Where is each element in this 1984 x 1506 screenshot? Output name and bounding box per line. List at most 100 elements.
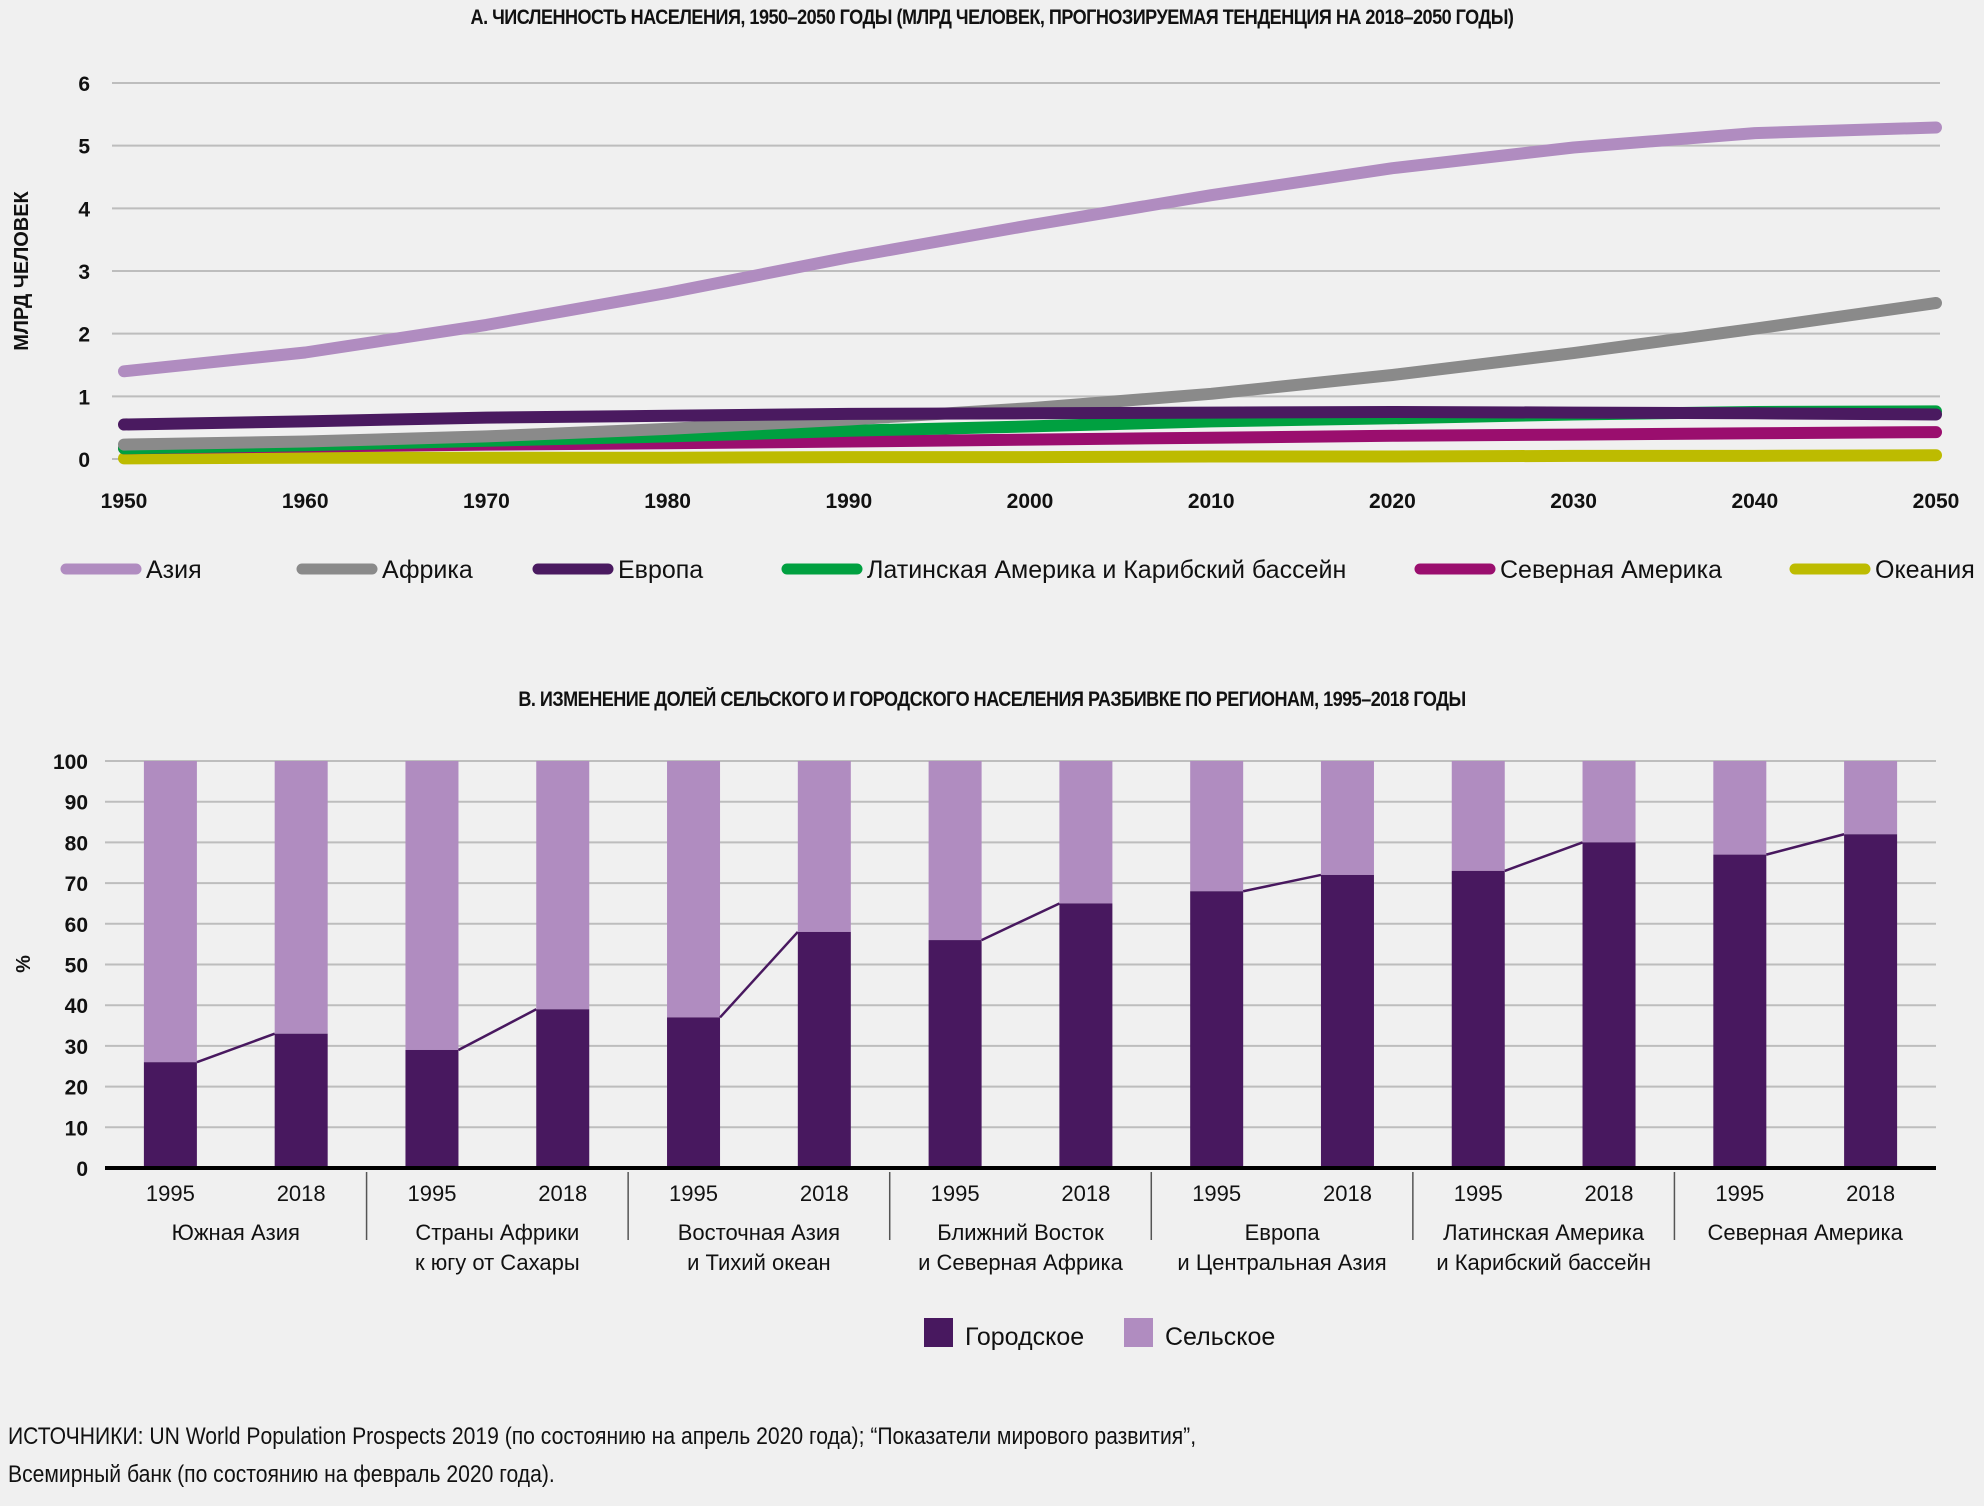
bar-urban (1451, 870, 1505, 1168)
y-tick-label: 1 (78, 386, 90, 409)
chart-b-title: B. ИЗМЕНЕНИЕ ДОЛЕЙ СЕЛЬСКОГО И ГОРОДСКОГ… (518, 688, 1466, 711)
bar-rural (1320, 761, 1374, 875)
region-label: Восточная Азия (678, 1220, 840, 1245)
y-tick-label: 3 (78, 261, 90, 284)
bar-urban (928, 940, 982, 1168)
trend-line (719, 931, 799, 1019)
trend-line (196, 1032, 276, 1064)
x-tick-label: 2010 (1188, 490, 1235, 513)
year-label: 2018 (538, 1181, 587, 1206)
trend-line (457, 1008, 537, 1052)
bar-urban (1059, 903, 1113, 1168)
y-tick-label: 20 (65, 1077, 88, 1100)
y-tick-label: 2 (78, 324, 90, 347)
x-tick-label: 2020 (1369, 490, 1416, 513)
population-line-chart: 0 1 2 3 4 5 6 1950 1960 1970 1980 1990 2000 2010 2020 2… (11, 73, 1975, 584)
year-label: 2018 (800, 1181, 849, 1206)
sources-line-2: Всемирный банк (по состоянию на февраль … (8, 1461, 555, 1488)
bar-rural (1451, 761, 1505, 871)
bar-urban (1582, 842, 1636, 1168)
bar-rural (1059, 761, 1113, 904)
trend-line (1504, 841, 1583, 873)
bar-rural (667, 761, 721, 1018)
legend-label: Африка (382, 556, 473, 584)
bar-urban (274, 1033, 328, 1168)
y-tick-label: 4 (78, 198, 90, 221)
y-axis-label: % (13, 955, 35, 973)
bar-rural (143, 761, 197, 1063)
bar-rural (536, 761, 590, 1010)
year-label: 2018 (277, 1181, 326, 1206)
y-tick-label: 70 (65, 873, 88, 896)
x-tick-label: 2040 (1731, 490, 1778, 513)
region-label: и Тихий океан (687, 1250, 831, 1275)
bar-urban (1844, 834, 1898, 1168)
bar-urban (1713, 854, 1767, 1168)
region-label: Северная Америка (1708, 1220, 1904, 1245)
y-tick-label: 0 (76, 1158, 88, 1181)
bar-rural (1844, 761, 1898, 835)
year-label: 1995 (1454, 1181, 1503, 1206)
x-tick-label: 1990 (825, 490, 872, 513)
y-tick-label: 50 (65, 955, 88, 978)
year-label: 1995 (1192, 1181, 1241, 1206)
sources-note: ИСТОЧНИКИ: UN World Population Prospects… (8, 1418, 1504, 1494)
bar-urban (1320, 874, 1374, 1168)
legend-label: Сельское (1165, 1323, 1275, 1351)
bar-rural (1713, 761, 1767, 855)
year-label: 2018 (1846, 1181, 1895, 1206)
bar-rural (797, 761, 851, 932)
legend-swatch (1124, 1318, 1153, 1347)
legend-label: Европа (618, 556, 703, 584)
year-label: 1995 (931, 1181, 980, 1206)
bar-urban (667, 1017, 721, 1168)
y-tick-label: 90 (65, 792, 88, 815)
legend-label: Океания (1875, 556, 1975, 584)
bar-rural (1190, 761, 1244, 892)
bar-urban (1190, 891, 1244, 1168)
trend-line (1242, 873, 1322, 893)
y-tick-label: 60 (65, 914, 88, 937)
legend-swatch (924, 1318, 953, 1347)
bar-rural (1582, 761, 1636, 843)
y-axis-label: МЛРД ЧЕЛОВЕК (11, 190, 33, 350)
region-label: Страны Африки (415, 1220, 579, 1245)
region-label: Ближний Восток (937, 1220, 1104, 1245)
region-label: Латинская Америка (1443, 1220, 1645, 1245)
x-tick-label: 1970 (463, 490, 510, 513)
trend-line (1766, 833, 1845, 856)
series-line (118, 121, 1942, 378)
legend-label: Городское (965, 1323, 1084, 1351)
y-tick-label: 30 (65, 1036, 88, 1059)
year-label: 2018 (1585, 1181, 1634, 1206)
y-tick-label: 0 (78, 449, 90, 472)
year-label: 1995 (1715, 1181, 1764, 1206)
series-line (118, 406, 1942, 431)
x-tick-label: 2050 (1913, 490, 1960, 513)
year-label: 1995 (669, 1181, 718, 1206)
year-label: 2018 (1323, 1181, 1372, 1206)
x-tick-label: 1960 (282, 490, 329, 513)
legend-label: Латинская Америка и Карибский бассейн (867, 556, 1346, 584)
legend-label: Северная Америка (1500, 556, 1722, 584)
region-label: Южная Азия (172, 1220, 300, 1245)
year-label: 2018 (1061, 1181, 1110, 1206)
series-line (118, 449, 1942, 465)
y-tick-label: 5 (78, 136, 90, 159)
region-label: к югу от Сахары (415, 1250, 580, 1275)
bar-urban (536, 1009, 590, 1168)
urban-rural-bar-chart: 0 10 20 30 40 50 60 70 80 90 100% 1995 2018 Южная Ази… (13, 751, 1936, 1351)
legend-label: Азия (146, 556, 202, 584)
x-tick-label: 1950 (101, 490, 148, 513)
bar-urban (405, 1049, 459, 1168)
x-tick-label: 2030 (1550, 490, 1597, 513)
y-tick-label: 40 (65, 995, 88, 1018)
y-tick-label: 6 (78, 73, 90, 96)
x-tick-label: 1980 (644, 490, 691, 513)
region-label: и Карибский бассейн (1436, 1250, 1651, 1275)
year-label: 1995 (146, 1181, 195, 1206)
bar-urban (143, 1062, 197, 1168)
year-label: 1995 (407, 1181, 456, 1206)
chart-a-title: A. ЧИСЛЕННОСТЬ НАСЕЛЕНИЯ, 1950–2050 ГОДЫ… (470, 6, 1514, 29)
bar-rural (405, 761, 459, 1050)
